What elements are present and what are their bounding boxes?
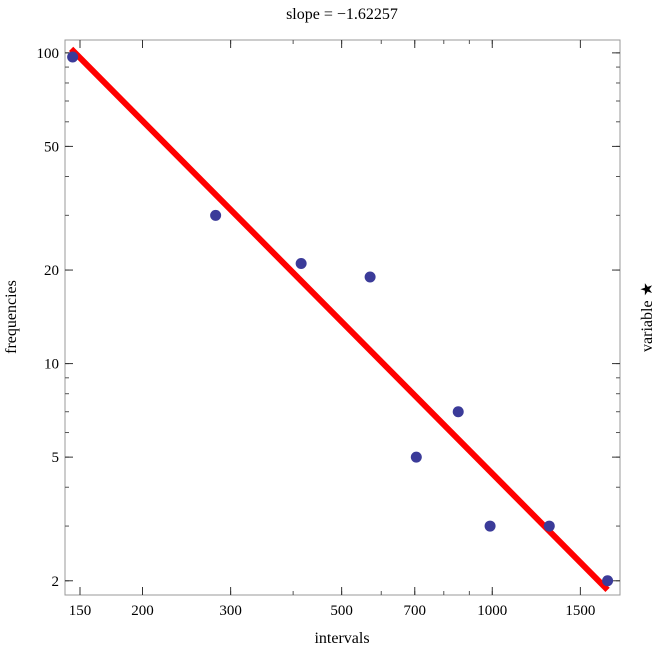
x-axis-ticks: 150 200 300 500 700 1000 1500 bbox=[69, 40, 595, 619]
data-point bbox=[210, 209, 222, 221]
y-tick-label: 20 bbox=[44, 263, 59, 279]
data-point bbox=[364, 271, 376, 283]
data-point bbox=[410, 451, 422, 463]
data-point bbox=[602, 575, 614, 587]
x-tick-label: 700 bbox=[404, 603, 427, 619]
data-points bbox=[67, 51, 614, 587]
x-tick-label: 1000 bbox=[477, 603, 507, 619]
y-tick-label: 50 bbox=[44, 139, 59, 155]
data-point bbox=[543, 520, 555, 532]
x-tick-label: 500 bbox=[330, 603, 353, 619]
data-point bbox=[67, 51, 79, 63]
y-tick-label: 5 bbox=[52, 450, 60, 466]
x-axis-title: intervals bbox=[314, 630, 369, 647]
x-tick-label: 300 bbox=[219, 603, 242, 619]
y-tick-label: 2 bbox=[52, 574, 60, 590]
data-point bbox=[452, 406, 464, 418]
y-tick-label: 100 bbox=[37, 46, 60, 62]
y-axis-ticks: 2 5 10 20 50 100 bbox=[37, 46, 620, 590]
x-tick-label: 1500 bbox=[565, 603, 595, 619]
y-axis-title: frequencies bbox=[3, 280, 20, 354]
x-tick-label: 200 bbox=[131, 603, 154, 619]
x-tick-label: 150 bbox=[69, 603, 92, 619]
plot-frame bbox=[64, 39, 621, 596]
fit-line bbox=[68, 46, 610, 592]
data-point bbox=[295, 257, 307, 269]
y-tick-label: 10 bbox=[44, 357, 59, 373]
fit-line-layer bbox=[68, 46, 610, 592]
chart-title: slope = −1.62257 bbox=[286, 6, 398, 23]
side-label: variable ★ bbox=[639, 282, 654, 352]
data-point bbox=[484, 520, 496, 532]
